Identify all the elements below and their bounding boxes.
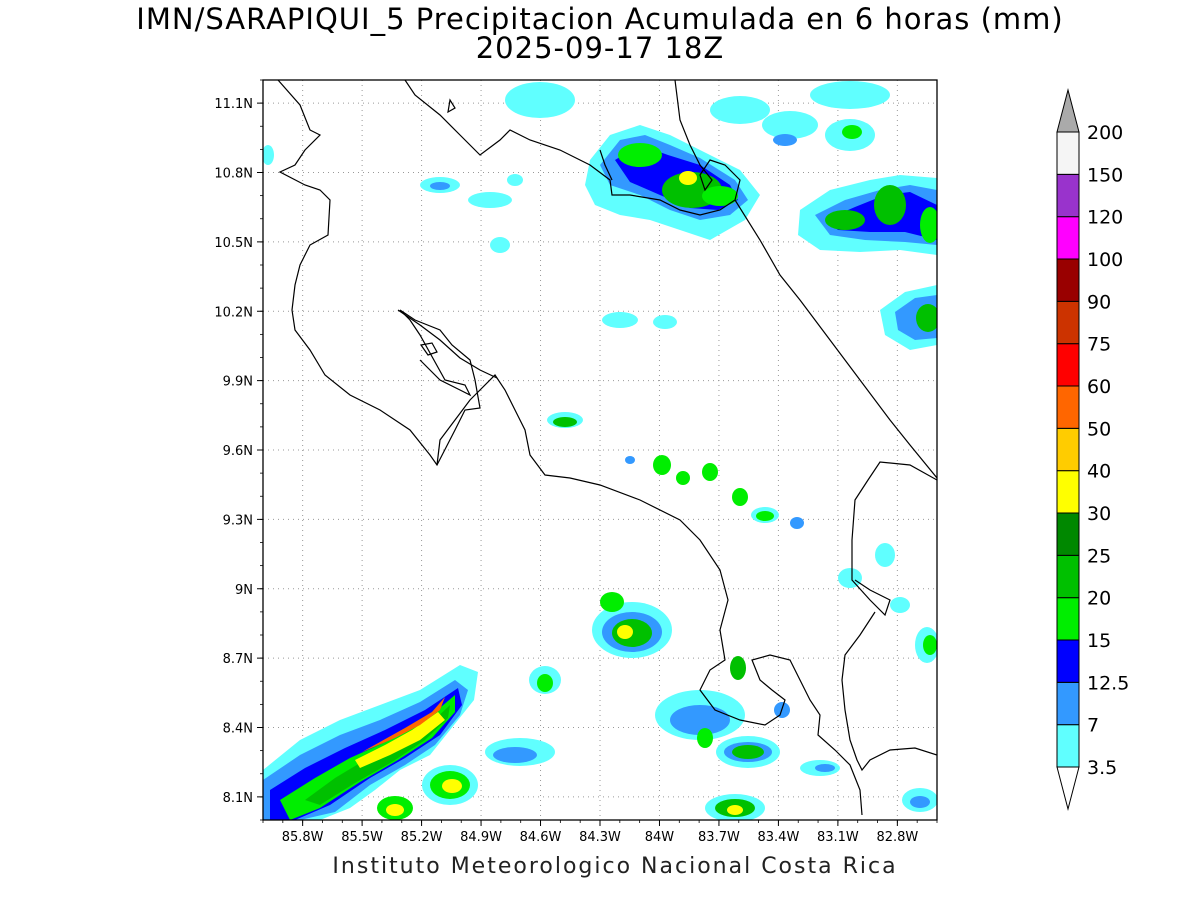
colorbar-swatch [1056,470,1080,514]
lon-tick-label: 82.8W [876,830,918,845]
colorbar-label: 12.5 [1087,672,1129,694]
colorbar-label: 25 [1087,545,1111,567]
colorbar-swatch [1056,216,1080,260]
lon-tick-label: 85.8W [282,830,324,845]
lat-tick-label: 9.9N [223,375,253,390]
lat-tick-label: 11.1N [214,97,253,112]
lat-tick-label: 9.3N [223,513,253,528]
colorbar-label: 200 [1087,122,1123,144]
lat-tick-label: 9N [235,583,253,598]
colorbar-swatch [1056,554,1080,599]
lon-tick-label: 84.6W [520,830,562,845]
colorbar-label: 75 [1087,334,1111,356]
colorbar-min-arrow [1056,766,1080,811]
colorbar-legend: 3.5 7 12.5 15 20 25 30 40 50 60 75 90 100 120 150 200 [1056,88,1129,811]
colorbar-label: 40 [1087,461,1111,483]
colorbar-label: 90 [1087,291,1111,313]
lon-tick-label: 84W [645,830,675,845]
lat-tick-label: 10.2N [214,305,253,320]
lon-tick-label: 85.2W [401,830,443,845]
lon-tick-label: 83.1W [817,830,859,845]
lon-tick-label: 84.9W [460,830,502,845]
colorbar-swatch [1056,724,1080,768]
lat-tick-label: 8.4N [223,722,253,737]
colorbar-swatch [1056,427,1080,472]
colorbar-swatch [1056,385,1080,429]
lat-tick-label: 10.5N [214,236,253,251]
graticule-grid [263,80,937,820]
colorbar-label: 150 [1087,164,1123,186]
lon-tick-label: 85.5W [341,830,383,845]
colorbar-swatch [1056,173,1080,218]
colorbar-label: 7 [1087,715,1099,737]
colorbar-label: 20 [1087,588,1111,610]
colorbar-swatch [1056,681,1080,726]
lat-tick-label: 9.6N [223,444,253,459]
colorbar-label: 120 [1087,207,1123,229]
colorbar-label: 60 [1087,376,1111,398]
colorbar-label: 50 [1087,418,1111,440]
lat-tick-label: 8.1N [223,791,253,806]
map-title: IMN/SARAPIQUI_5 Precipitacion Acumulada … [136,2,1064,36]
colorbar-swatch [1056,258,1080,302]
rain-cluster-central [485,237,804,766]
colorbar-swatch [1056,300,1080,345]
colorbar-label: 15 [1087,630,1111,652]
colorbar-max-arrow [1056,88,1080,133]
lat-tick-label: 10.8N [214,167,253,182]
colorbar-label: 3.5 [1087,757,1117,779]
rain-cluster-southeast [655,543,937,820]
rain-cluster-southwest [263,665,478,820]
precipitation-field [263,80,937,820]
colorbar-swatch [1056,639,1080,683]
colorbar-label: 30 [1087,503,1111,525]
lat-tick-label: 8.7N [223,652,253,667]
lon-tick-label: 83.7W [698,830,740,845]
map-subtitle-datetime: 2025-09-17 18Z [475,31,725,65]
colorbar-swatch [1056,597,1080,641]
map-ticks: 11.1N 10.8N 10.5N 10.2N 9.9N 9.6N 9.3N 9N 8.7N 8.… [214,79,938,845]
rain-cluster-northeast [798,175,937,350]
colorbar-swatch [1056,512,1080,556]
colorbar-label: 100 [1087,249,1123,271]
lon-tick-label: 83.4W [758,830,800,845]
colorbar-swatch [1056,343,1080,387]
colorbar-swatch [1056,131,1080,175]
footer-credit: Instituto Meteorologico Nacional Costa R… [332,854,898,879]
coastline-borders [277,80,937,816]
rain-cluster-north [263,81,890,240]
lon-tick-label: 84.3W [579,830,621,845]
